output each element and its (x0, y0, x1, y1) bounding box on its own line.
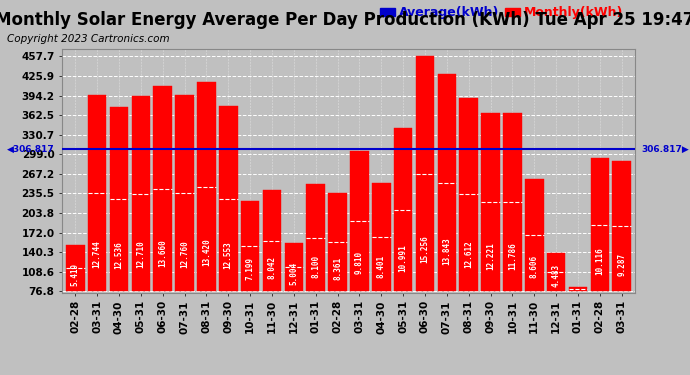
Text: Monthly Solar Energy Average Per Day Production (KWh) Tue Apr 25 19:47: Monthly Solar Energy Average Per Day Pro… (0, 11, 690, 29)
Text: 13.660: 13.660 (158, 239, 167, 267)
Text: 12.710: 12.710 (137, 240, 146, 268)
Bar (503, 113, 522, 291)
Bar (569, 286, 587, 291)
Bar (153, 86, 172, 291)
Bar (546, 253, 565, 291)
Bar (132, 96, 150, 291)
Text: 8.361: 8.361 (333, 256, 342, 279)
Bar (328, 194, 347, 291)
Legend: Average(kWh), Monthly(kWh): Average(kWh), Monthly(kWh) (375, 2, 629, 24)
Text: 4.483: 4.483 (551, 264, 560, 286)
Text: 5.419: 5.419 (70, 262, 80, 286)
Text: 306.817▶: 306.817▶ (642, 145, 689, 154)
Bar (66, 245, 84, 291)
Bar (394, 129, 413, 291)
Text: 12.553: 12.553 (224, 242, 233, 269)
Text: 12.760: 12.760 (180, 240, 189, 268)
Text: 5.004: 5.004 (289, 262, 298, 285)
Bar (88, 95, 106, 291)
Text: 7.199: 7.199 (246, 257, 255, 280)
Text: 8.606: 8.606 (530, 255, 539, 278)
Text: 12.221: 12.221 (486, 242, 495, 270)
Text: 9.287: 9.287 (617, 252, 627, 276)
Text: 12.536: 12.536 (115, 242, 124, 269)
Bar (372, 183, 391, 291)
Bar (525, 179, 544, 291)
Text: 11.786: 11.786 (508, 242, 517, 270)
Bar (110, 106, 128, 291)
Text: 8.100: 8.100 (311, 255, 320, 278)
Text: 9.810: 9.810 (355, 251, 364, 274)
Text: 10.116: 10.116 (595, 248, 604, 275)
Bar (591, 158, 609, 291)
Bar (481, 112, 500, 291)
Text: 12.612: 12.612 (464, 240, 473, 268)
Bar (219, 106, 237, 291)
Bar (613, 161, 631, 291)
Bar (175, 94, 194, 291)
Text: ◀306.817: ◀306.817 (8, 145, 55, 154)
Text: 13.843: 13.843 (442, 237, 451, 265)
Text: 12.744: 12.744 (92, 240, 101, 268)
Text: 10.991: 10.991 (399, 244, 408, 272)
Bar (415, 56, 434, 291)
Bar (241, 201, 259, 291)
Text: 15.256: 15.256 (420, 236, 429, 263)
Bar (350, 151, 368, 291)
Text: Copyright 2023 Cartronics.com: Copyright 2023 Cartronics.com (7, 34, 170, 44)
Bar (263, 190, 282, 291)
Text: 8.401: 8.401 (377, 255, 386, 278)
Bar (197, 82, 216, 291)
Bar (284, 243, 303, 291)
Bar (437, 74, 456, 291)
Text: 13.420: 13.420 (202, 238, 211, 266)
Text: 8.042: 8.042 (268, 256, 277, 279)
Bar (306, 184, 325, 291)
Bar (460, 98, 478, 291)
